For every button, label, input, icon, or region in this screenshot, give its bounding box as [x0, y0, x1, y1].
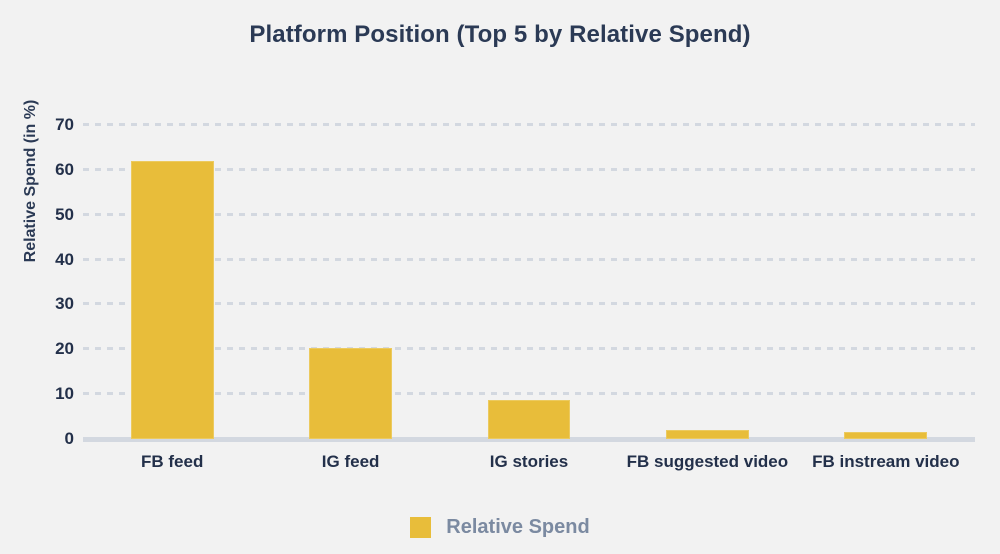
- x-tick-label-ig-feed: IG feed: [321, 452, 380, 471]
- bar-fb-instream-video[interactable]: [844, 431, 928, 439]
- chart-title: Platform Position (Top 5 by Relative Spe…: [249, 21, 751, 48]
- y-tick-label-0: 0: [64, 429, 74, 448]
- x-axis-tick-labels: FB feed IG feed IG stories FB suggested vid…: [83, 452, 975, 478]
- bars-layer: [83, 124, 975, 439]
- plot-area-gridlines: [83, 123, 975, 438]
- y-tick-label-40: 40: [55, 249, 74, 269]
- gridline-50: [83, 212, 975, 216]
- legend-swatch-relative-spend: [410, 517, 432, 538]
- gridline-10: [83, 392, 975, 396]
- y-axis-tick-labels: 0 10 20 30 40 50 60 70: [0, 0, 74, 554]
- y-tick-label-20: 20: [55, 339, 74, 359]
- x-axis-line: [83, 437, 975, 442]
- bar-ig-stories[interactable]: [487, 399, 571, 439]
- gridline-20: [83, 347, 975, 351]
- y-tick-label-70: 70: [55, 115, 74, 134]
- x-tick-label-ig-stories: IG stories: [489, 452, 569, 471]
- x-tick-label-fb-suggested-video: FB suggested video: [626, 452, 789, 471]
- y-tick-label-50: 50: [55, 204, 74, 224]
- y-tick-label-10: 10: [55, 384, 74, 404]
- legend-label-relative-spend: Relative Spend: [446, 516, 590, 538]
- bar-fb-suggested-video[interactable]: [665, 429, 749, 439]
- gridline-60: [83, 167, 975, 171]
- x-tick-label-fb-instream-video: FB instream video: [812, 452, 960, 471]
- gridline-30: [83, 302, 975, 306]
- gridline-40: [83, 257, 975, 261]
- chart-legend: Relative Spend: [0, 516, 1000, 539]
- bar-ig-feed[interactable]: [309, 348, 393, 439]
- gridline-70: [83, 123, 975, 126]
- y-tick-label-60: 60: [55, 159, 74, 179]
- x-tick-label-fb-feed: FB feed: [141, 452, 204, 471]
- y-tick-label-30: 30: [55, 294, 74, 314]
- bar-fb-feed[interactable]: [130, 160, 214, 439]
